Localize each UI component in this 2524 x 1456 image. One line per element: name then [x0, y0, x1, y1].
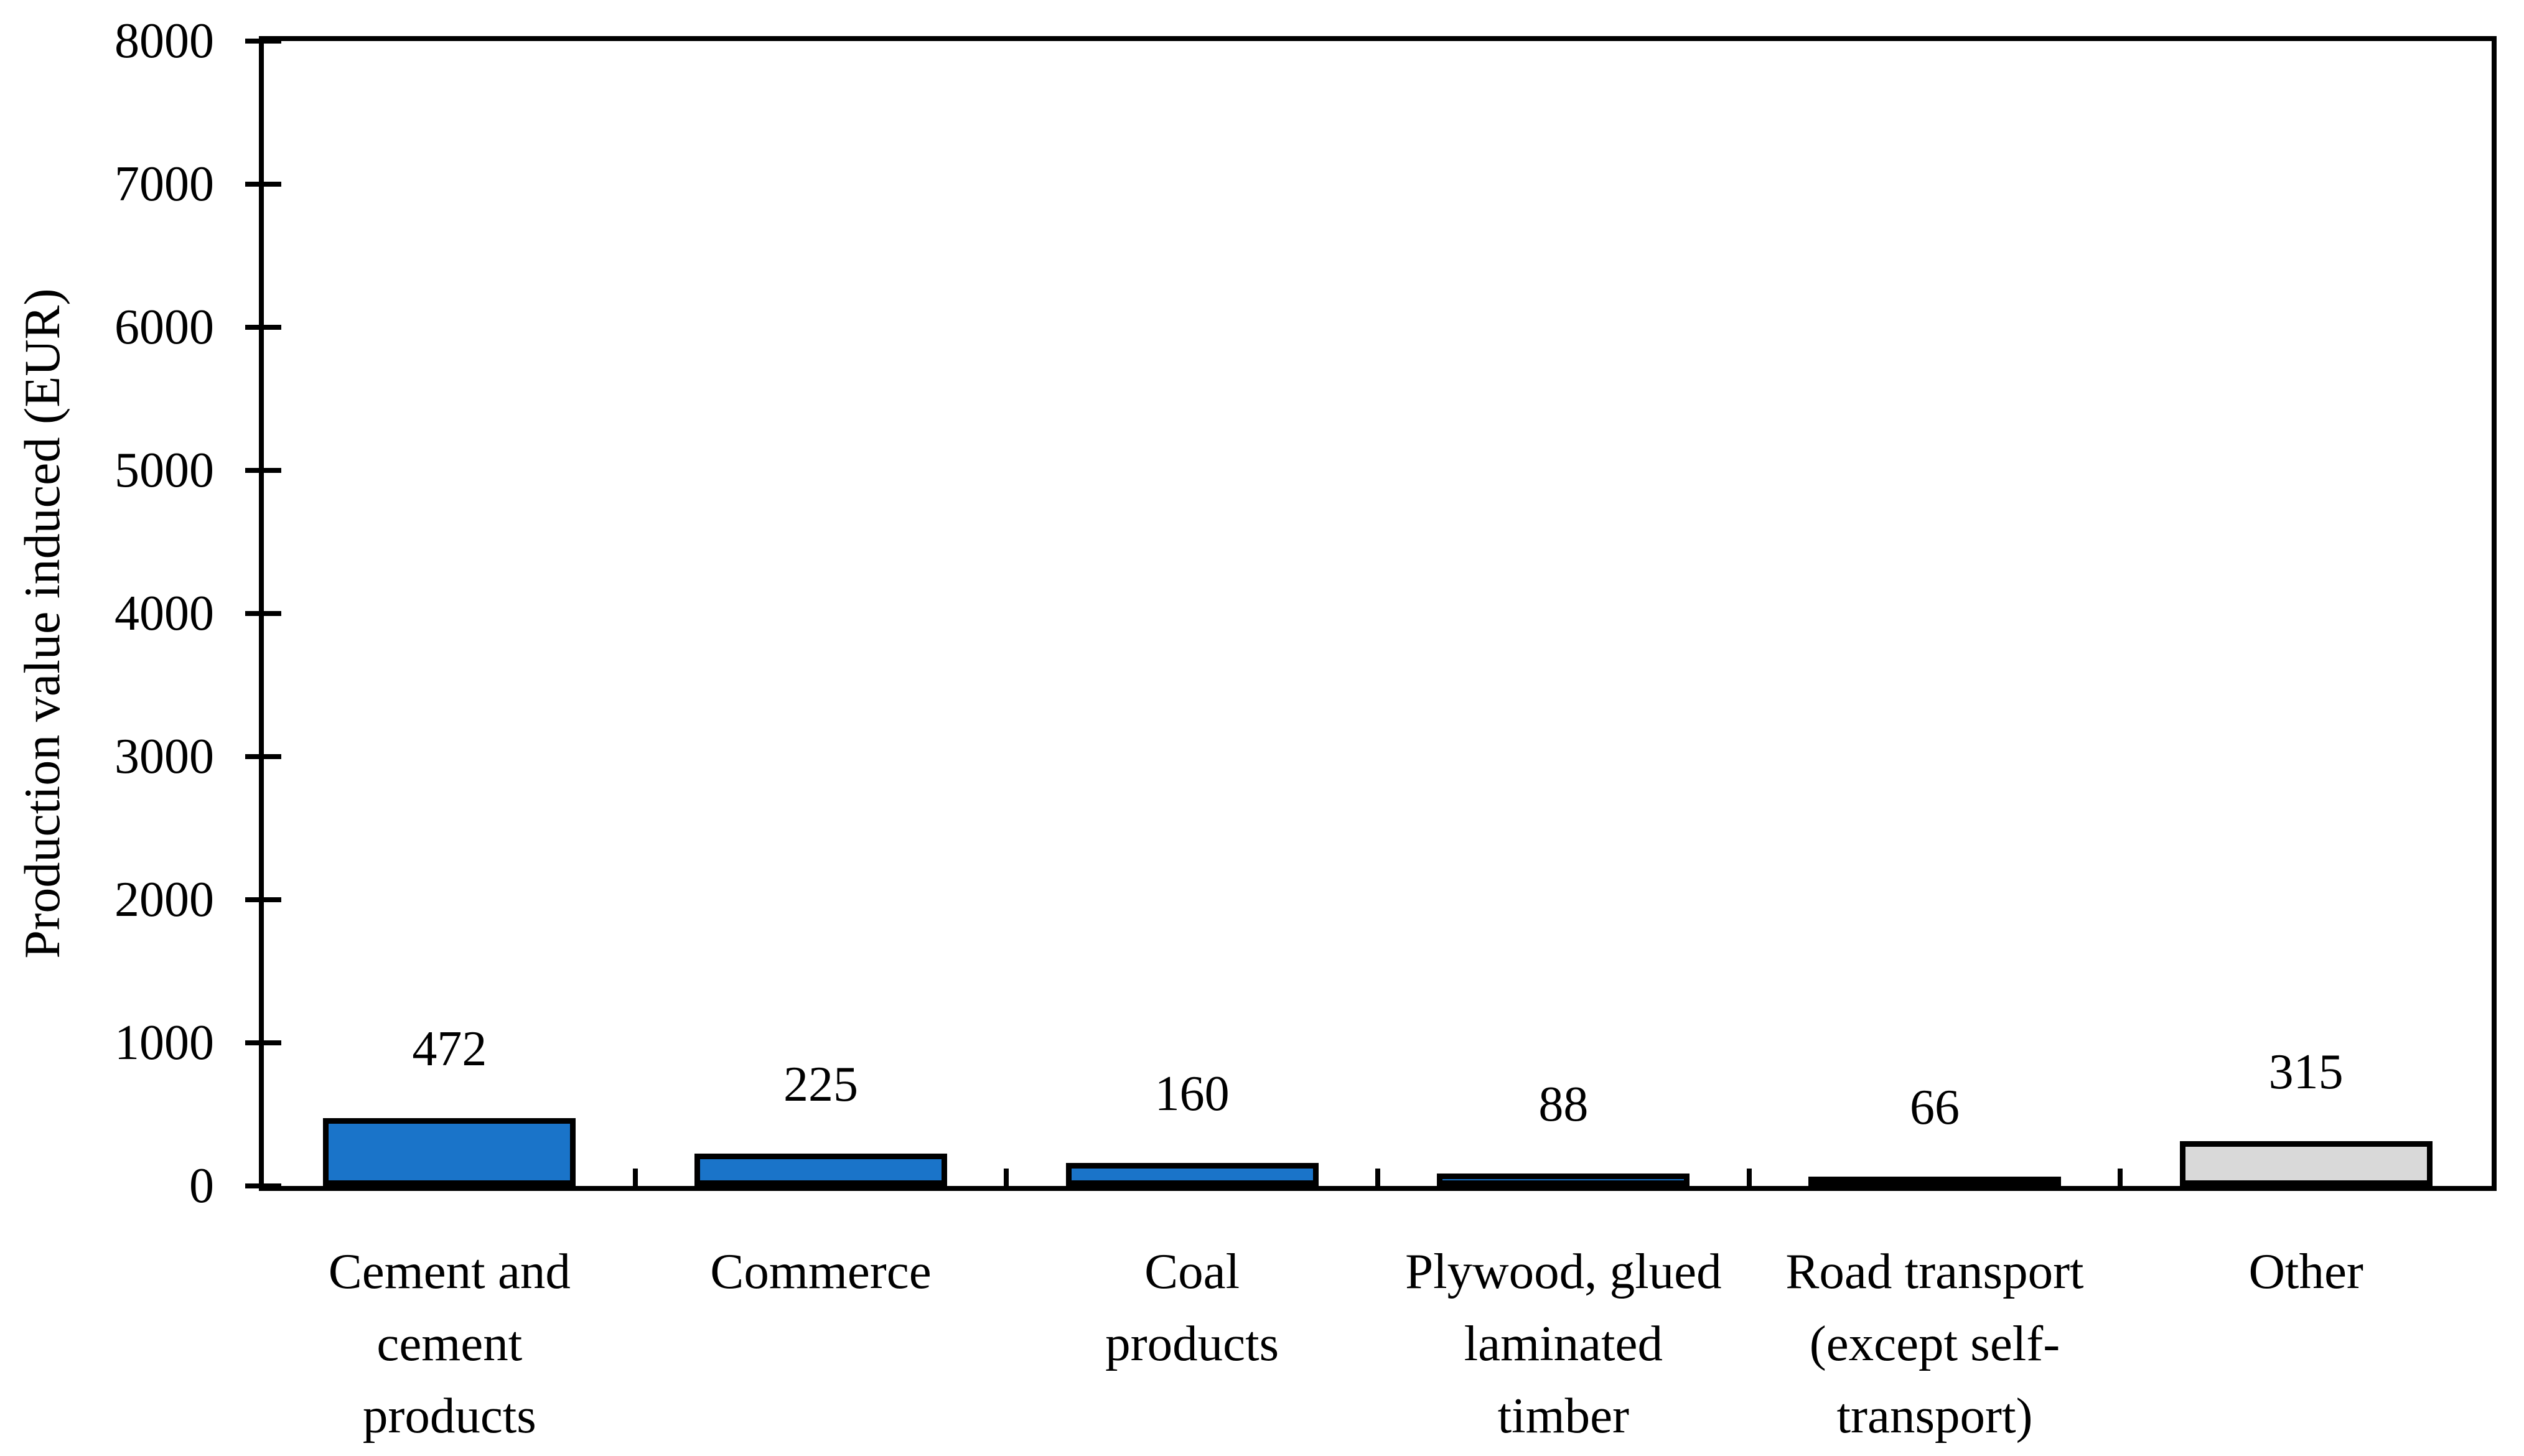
- category-label: Plywood, glued laminated timber: [1405, 1243, 1722, 1444]
- bar-value-label: 160: [1154, 1066, 1230, 1122]
- bar-value-label: 66: [1909, 1080, 1960, 1135]
- x-axis-tick: [1004, 1169, 1009, 1186]
- y-axis-tick: [245, 611, 281, 616]
- y-axis-tick: [245, 39, 281, 44]
- y-axis-tick: [245, 754, 281, 759]
- y-axis-tick-label: 8000: [115, 14, 214, 68]
- bar-6: [2179, 1141, 2433, 1186]
- bar-3: [1065, 1163, 1319, 1186]
- y-axis-tick: [245, 1040, 281, 1045]
- bar-4: [1437, 1173, 1690, 1186]
- bar-value-label: 472: [412, 1022, 487, 1077]
- y-axis-tick: [245, 182, 281, 187]
- category-label: Cement and cement products: [328, 1243, 571, 1444]
- bar-1: [323, 1118, 576, 1186]
- x-axis-tick: [1746, 1169, 1752, 1186]
- y-axis-tick-label: 0: [189, 1159, 214, 1213]
- y-axis-tick-label: 5000: [115, 443, 214, 498]
- bar-value-label: 315: [2268, 1044, 2344, 1099]
- bar-value-label: 225: [783, 1057, 858, 1113]
- y-axis-tick: [245, 897, 281, 902]
- x-axis-tick: [2118, 1169, 2123, 1186]
- y-axis-tick: [245, 1183, 281, 1188]
- bar-value-label: 88: [1538, 1076, 1589, 1132]
- x-axis-tick: [632, 1169, 638, 1186]
- category-label: Road transport (except self- transport): [1785, 1243, 2084, 1444]
- bar-2: [694, 1154, 947, 1186]
- y-axis-tick-label: 1000: [115, 1015, 214, 1070]
- category-label: Coal products: [1105, 1243, 1279, 1371]
- y-axis-tick-label: 6000: [115, 300, 214, 355]
- y-axis-tick-label: 4000: [115, 586, 214, 641]
- y-axis-tick-label: 3000: [115, 729, 214, 784]
- y-axis-tick: [245, 468, 281, 473]
- y-axis-tick-label: 7000: [115, 157, 214, 212]
- y-axis-tick-label: 2000: [115, 872, 214, 927]
- plot-area: [259, 36, 2497, 1191]
- x-axis-tick: [1375, 1169, 1380, 1186]
- y-axis-tick: [245, 325, 281, 330]
- bar-5: [1808, 1176, 2061, 1188]
- category-label: Other: [2248, 1243, 2363, 1299]
- category-label: Commerce: [710, 1243, 932, 1299]
